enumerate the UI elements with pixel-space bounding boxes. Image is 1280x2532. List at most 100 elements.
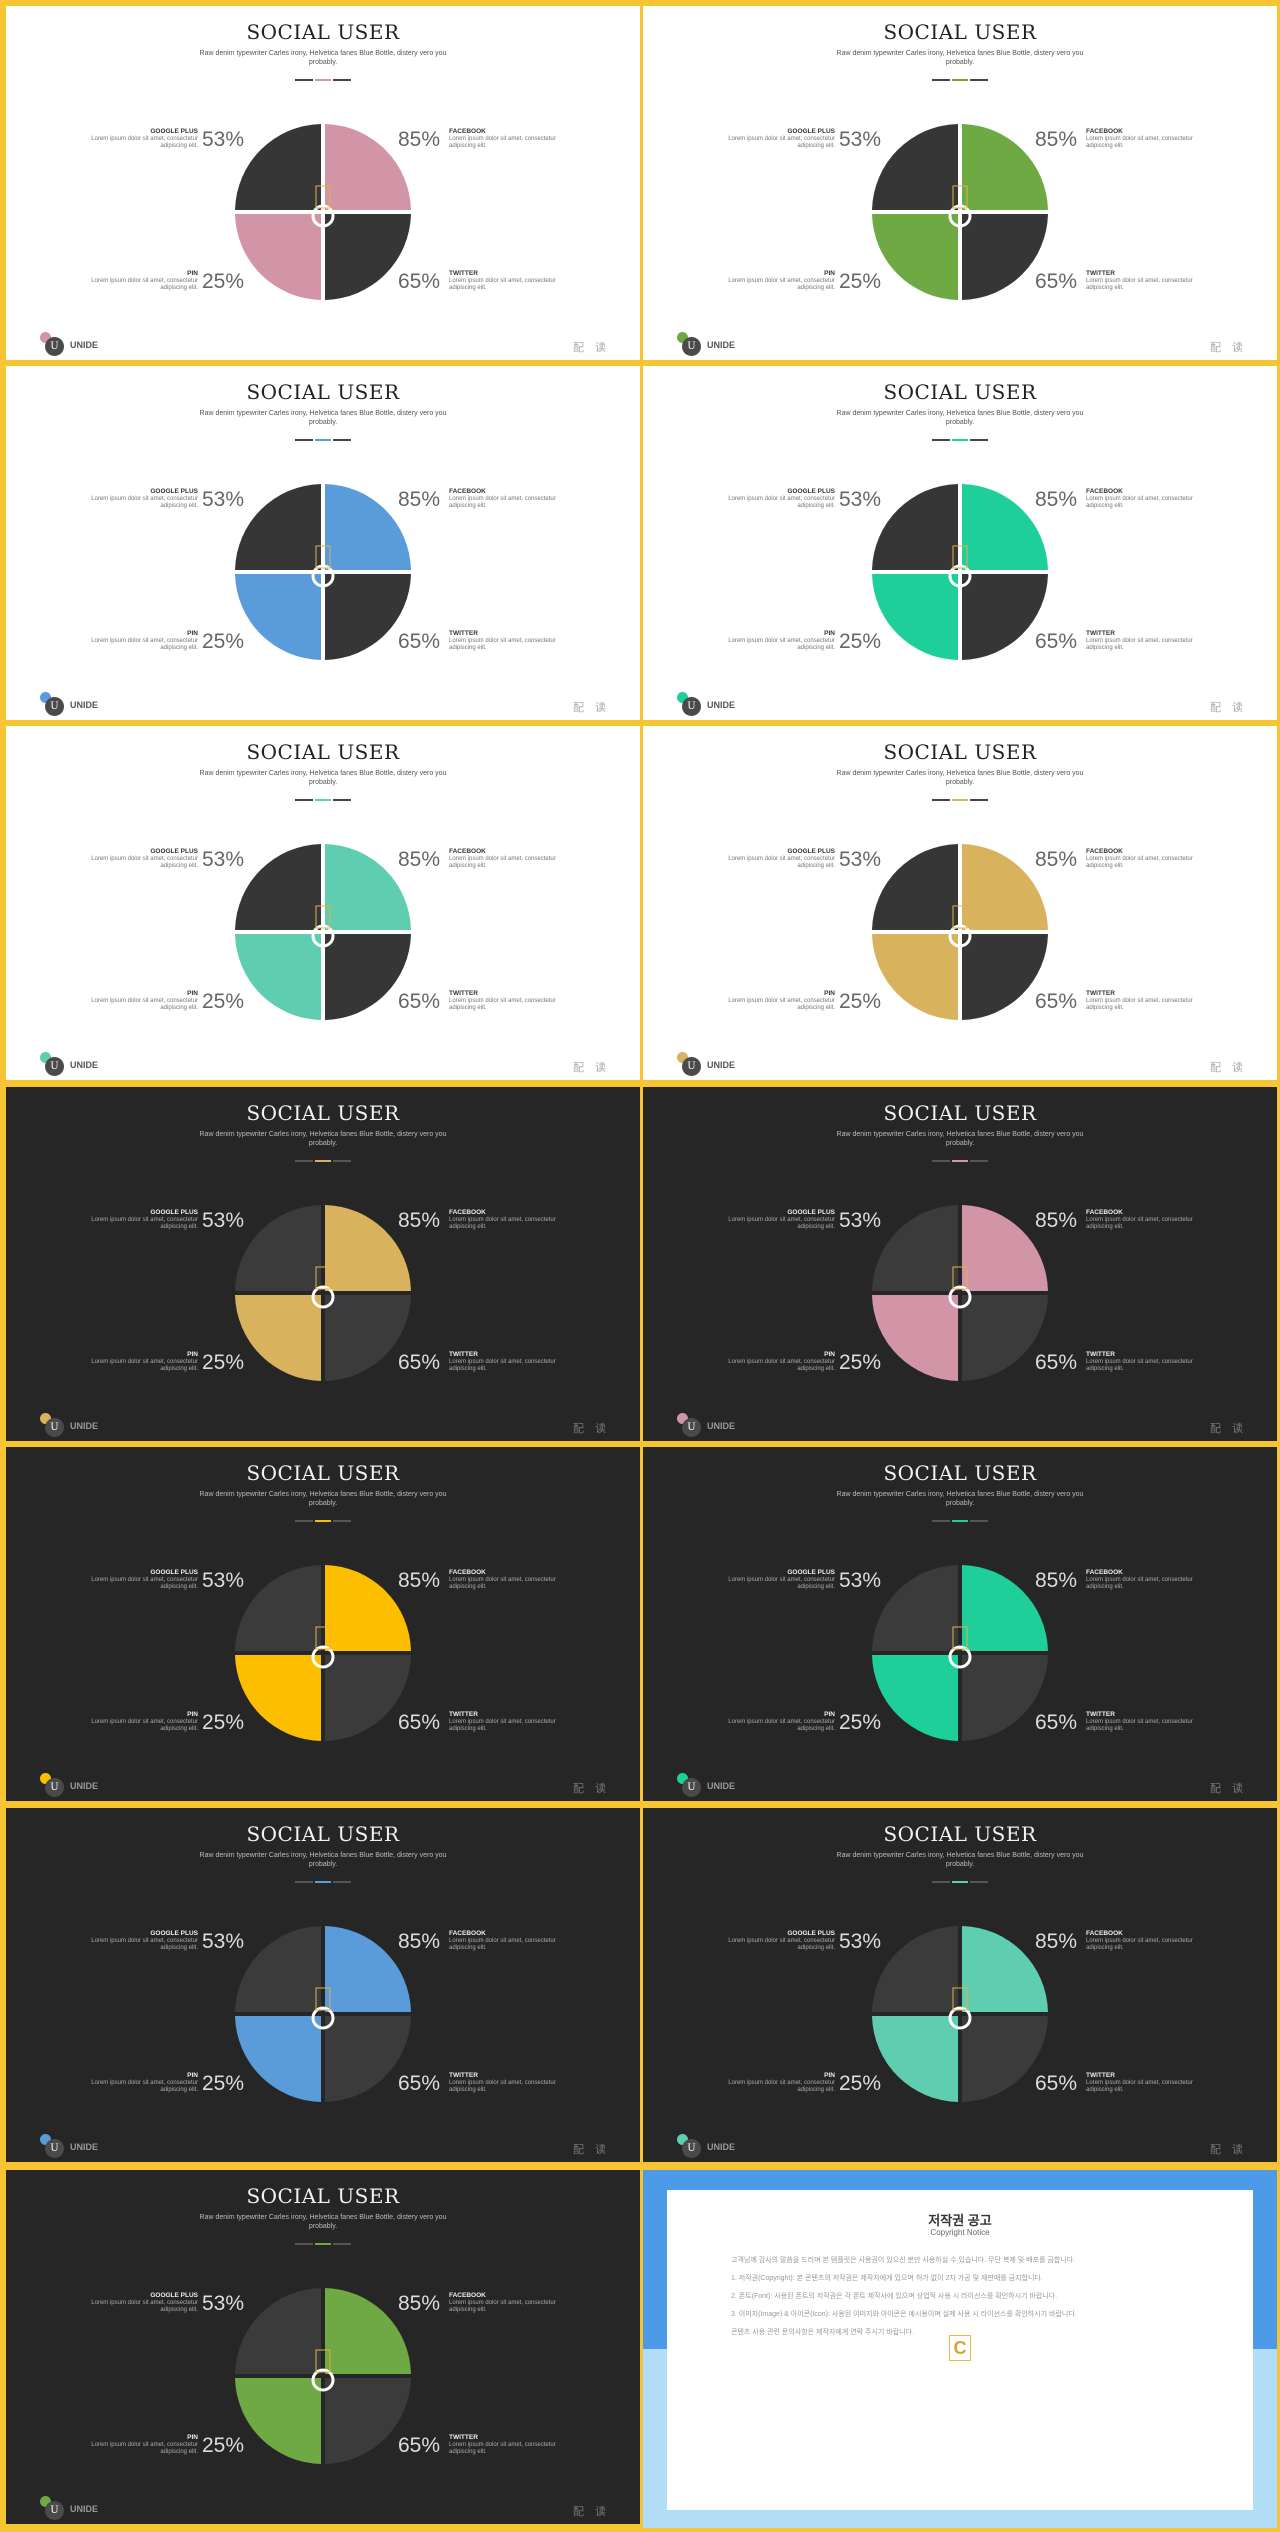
slide-7: SOCIAL USER Raw denim typewriter Carles … xyxy=(6,1087,640,1441)
label-google-plus: GOOGLE PLUS Lorem ipsum dolor sit amet, … xyxy=(715,1569,835,1591)
page-nav[interactable]: 配 读 xyxy=(1209,1062,1247,1074)
label-text: Lorem ipsum dolor sit amet, consectetur … xyxy=(728,1217,835,1230)
percent-pin: 25% xyxy=(839,1711,882,1734)
percent-twitter: 65% xyxy=(398,990,441,1013)
label-text: Lorem ipsum dolor sit amet, consectetur … xyxy=(91,856,198,869)
slide-8: SOCIAL USER Raw denim typewriter Carles … xyxy=(643,1087,1277,1441)
label-text: Lorem ipsum dolor sit amet, consectetur … xyxy=(91,2442,198,2455)
slide-9: SOCIAL USER Raw denim typewriter Carles … xyxy=(6,1447,640,1801)
notice-paragraph: 1. 저작권(Copyright): 본 콘텐츠의 저작권은 제작자에게 있으며… xyxy=(731,2275,1043,2282)
brand-logo-icon: U xyxy=(677,332,701,356)
pie-chart xyxy=(235,124,411,300)
label-facebook: FACEBOOK Lorem ipsum dolor sit amet, con… xyxy=(1086,128,1206,150)
slide-subtitle: Raw denim typewriter Carles irony, Helve… xyxy=(199,2214,447,2230)
percent-twitter: 65% xyxy=(1035,1711,1078,1734)
label-twitter: TWITTER Lorem ipsum dolor sit amet, cons… xyxy=(1086,1351,1206,1373)
brand-logo-icon: U xyxy=(677,1413,701,1437)
label-name: PIN xyxy=(187,1351,198,1358)
percent-pin: 25% xyxy=(202,1711,245,1734)
percent-facebook: 85% xyxy=(1035,848,1078,871)
percent-google-plus: 53% xyxy=(202,128,245,151)
page-nav[interactable]: 配 读 xyxy=(1209,1423,1247,1435)
label-text: Lorem ipsum dolor sit amet, consectetur … xyxy=(449,2080,556,2093)
percent-pin: 25% xyxy=(202,2434,245,2457)
slide-subtitle: Raw denim typewriter Carles irony, Helve… xyxy=(199,770,447,786)
brand-logo-icon: U xyxy=(677,692,701,716)
label-name: FACEBOOK xyxy=(449,848,486,855)
label-twitter: TWITTER Lorem ipsum dolor sit amet, cons… xyxy=(449,1351,569,1373)
notice-card: 저작권 공고 Copyright Notice 고객님께 감사의 말씀을 드리며… xyxy=(667,2190,1253,2510)
label-name: PIN xyxy=(824,630,835,637)
label-google-plus: GOOGLE PLUS Lorem ipsum dolor sit amet, … xyxy=(715,1930,835,1952)
label-twitter: TWITTER Lorem ipsum dolor sit amet, cons… xyxy=(449,990,569,1012)
label-name: GOOGLE PLUS xyxy=(150,488,198,495)
brand-name: UNIDE xyxy=(70,700,99,710)
page-nav[interactable]: 配 读 xyxy=(1209,2144,1247,2156)
label-name: FACEBOOK xyxy=(449,488,486,495)
label-name: GOOGLE PLUS xyxy=(150,128,198,135)
percent-facebook: 85% xyxy=(398,488,441,511)
percent-twitter: 65% xyxy=(1035,1351,1078,1374)
label-google-plus: GOOGLE PLUS Lorem ipsum dolor sit amet, … xyxy=(78,1209,198,1231)
label-text: Lorem ipsum dolor sit amet, consectetur … xyxy=(91,1577,198,1590)
page-nav[interactable]: 配 读 xyxy=(572,342,610,354)
label-text: Lorem ipsum dolor sit amet, consectetur … xyxy=(91,2080,198,2093)
title-divider xyxy=(295,2243,351,2245)
percent-google-plus: 53% xyxy=(839,848,882,871)
label-text: Lorem ipsum dolor sit amet, consectetur … xyxy=(1086,998,1193,1011)
slide-2: SOCIAL USER Raw denim typewriter Carles … xyxy=(643,6,1277,360)
label-google-plus: GOOGLE PLUS Lorem ipsum dolor sit amet, … xyxy=(78,1569,198,1591)
pie-chart xyxy=(235,844,411,1020)
page-nav[interactable]: 配 读 xyxy=(1209,1783,1247,1795)
label-facebook: FACEBOOK Lorem ipsum dolor sit amet, con… xyxy=(449,1930,569,1952)
label-name: GOOGLE PLUS xyxy=(150,1930,198,1937)
label-text: Lorem ipsum dolor sit amet, consectetur … xyxy=(1086,136,1193,149)
label-facebook: FACEBOOK Lorem ipsum dolor sit amet, con… xyxy=(1086,1930,1206,1952)
label-pin: PIN Lorem ipsum dolor sit amet, consecte… xyxy=(78,630,198,652)
brand-name: UNIDE xyxy=(707,340,736,350)
slide-4: SOCIAL USER Raw denim typewriter Carles … xyxy=(643,366,1277,720)
page-nav[interactable]: 配 读 xyxy=(572,702,610,714)
slide-title: SOCIAL USER xyxy=(883,740,1037,764)
label-name: PIN xyxy=(187,270,198,277)
brand-logo-icon: U xyxy=(677,1052,701,1076)
page-nav[interactable]: 配 读 xyxy=(572,1423,610,1435)
slide-1: SOCIAL USER Raw denim typewriter Carles … xyxy=(6,6,640,360)
label-name: GOOGLE PLUS xyxy=(787,128,835,135)
label-name: TWITTER xyxy=(449,1351,478,1358)
percent-facebook: 85% xyxy=(1035,128,1078,151)
label-text: Lorem ipsum dolor sit amet, consectetur … xyxy=(1086,1359,1193,1372)
slide-subtitle: Raw denim typewriter Carles irony, Helve… xyxy=(836,1491,1084,1507)
page-nav[interactable]: 配 读 xyxy=(1209,342,1247,354)
quadrant-pie xyxy=(232,2285,414,2467)
brand-name: UNIDE xyxy=(70,2142,99,2152)
quadrant-pie xyxy=(232,481,414,663)
percent-facebook: 85% xyxy=(398,1569,441,1592)
notice-logo-icon: C xyxy=(949,2335,971,2361)
percent-facebook: 85% xyxy=(398,1930,441,1953)
label-facebook: FACEBOOK Lorem ipsum dolor sit amet, con… xyxy=(1086,848,1206,870)
page-nav[interactable]: 配 读 xyxy=(572,1783,610,1795)
pie-chart xyxy=(872,1926,1048,2102)
page-nav[interactable]: 配 读 xyxy=(572,1062,610,1074)
quadrant-pie xyxy=(232,1562,414,1744)
label-twitter: TWITTER Lorem ipsum dolor sit amet, cons… xyxy=(449,270,569,292)
percent-twitter: 65% xyxy=(1035,270,1078,293)
quadrant-pie xyxy=(869,481,1051,663)
page-nav[interactable]: 配 读 xyxy=(572,2506,610,2518)
label-name: TWITTER xyxy=(449,2434,478,2441)
page-nav[interactable]: 配 读 xyxy=(1209,702,1247,714)
label-name: TWITTER xyxy=(1086,1351,1115,1358)
percent-google-plus: 53% xyxy=(839,128,882,151)
label-pin: PIN Lorem ipsum dolor sit amet, consecte… xyxy=(715,1351,835,1373)
label-facebook: FACEBOOK Lorem ipsum dolor sit amet, con… xyxy=(1086,1569,1206,1591)
pie-chart xyxy=(872,1565,1048,1741)
slide-title: SOCIAL USER xyxy=(246,1822,400,1846)
page-nav[interactable]: 配 读 xyxy=(572,2144,610,2156)
label-text: Lorem ipsum dolor sit amet, consectetur … xyxy=(1086,638,1193,651)
slide-12: SOCIAL USER Raw denim typewriter Carles … xyxy=(643,1808,1277,2162)
label-text: Lorem ipsum dolor sit amet, consectetur … xyxy=(1086,1577,1193,1590)
slide-subtitle: Raw denim typewriter Carles irony, Helve… xyxy=(199,1131,447,1147)
percent-pin: 25% xyxy=(202,2072,245,2095)
